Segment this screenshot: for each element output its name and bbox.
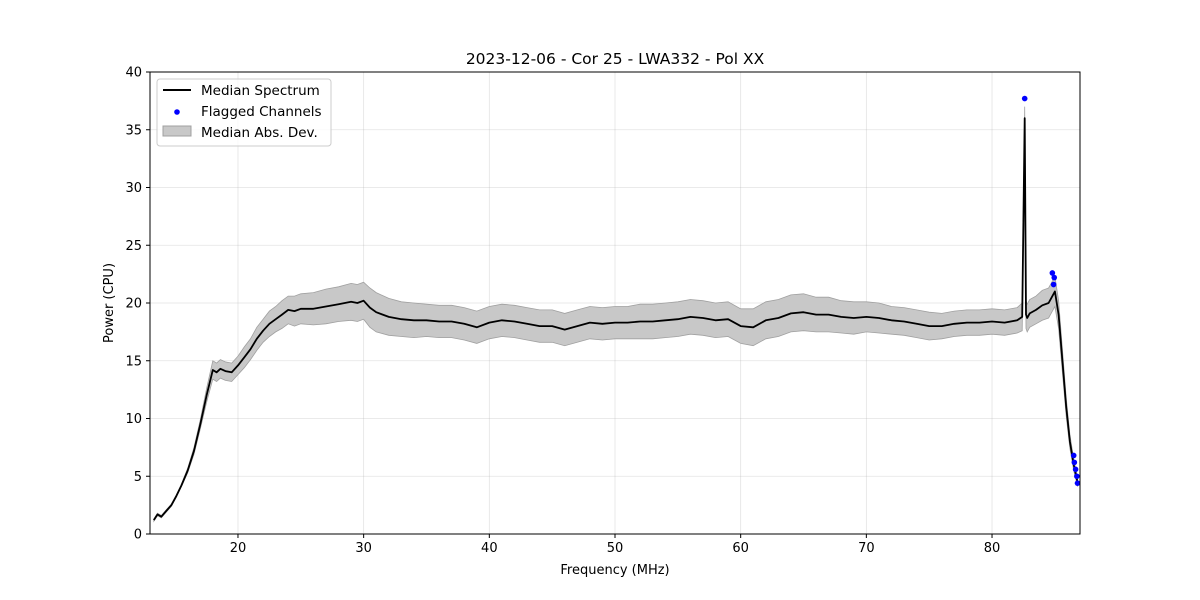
flagged-point-6 xyxy=(1072,466,1079,473)
flagged-point-8 xyxy=(1074,480,1080,486)
legend-label-flagged: Flagged Channels xyxy=(201,104,322,120)
flagged-point-4 xyxy=(1070,452,1077,459)
y-tick-label-7: 35 xyxy=(125,123,142,138)
y-tick-label-5: 25 xyxy=(125,239,142,254)
y-tick-label-0: 0 xyxy=(134,528,142,543)
plot-area xyxy=(153,95,1080,523)
legend-flagged-dot-swatch xyxy=(174,109,180,115)
y-tick-label-3: 15 xyxy=(125,354,142,369)
legend-label-median: Median Spectrum xyxy=(201,83,320,99)
legend-box xyxy=(156,78,332,147)
legend-label-mad: Median Abs. Dev. xyxy=(201,125,318,141)
x-axis-ticks: 20 30 40 50 60 70 80 xyxy=(230,534,1001,556)
flagged-channel-points xyxy=(1021,95,1080,486)
x-tick-label-2: 40 xyxy=(481,541,498,556)
y-axis-ticks: 0 5 10 15 20 25 30 35 40 xyxy=(125,66,150,543)
mad-band-area xyxy=(153,106,1078,523)
legend-mad-patch-swatch xyxy=(162,125,192,137)
y-axis-label: Power (CPU) xyxy=(102,263,117,343)
median-spectrum-line xyxy=(153,117,1079,521)
x-tick-label-0: 20 xyxy=(230,541,247,556)
x-tick-label-3: 50 xyxy=(607,541,624,556)
y-tick-label-6: 30 xyxy=(125,181,142,196)
x-tick-label-4: 60 xyxy=(732,541,749,556)
chart-title: 2023-12-06 - Cor 25 - LWA332 - Pol XX xyxy=(466,50,765,68)
x-axis-label: Frequency (MHz) xyxy=(560,563,669,578)
flagged-point-7 xyxy=(1074,473,1080,480)
flagged-point-3 xyxy=(1050,281,1057,288)
y-tick-label-4: 20 xyxy=(125,297,142,312)
x-tick-label-1: 30 xyxy=(355,541,372,556)
y-tick-label-8: 40 xyxy=(125,66,142,81)
flagged-point-5 xyxy=(1071,459,1078,466)
x-tick-label-6: 80 xyxy=(984,541,1001,556)
y-tick-label-2: 10 xyxy=(125,412,142,427)
flagged-point-1 xyxy=(1049,270,1056,276)
y-tick-label-1: 5 xyxy=(134,470,142,485)
chart-legend: Median Spectrum Flagged Channels Median … xyxy=(156,78,332,147)
x-tick-label-5: 70 xyxy=(858,541,875,556)
flagged-point-2 xyxy=(1051,274,1058,281)
flagged-point-0 xyxy=(1021,95,1028,102)
